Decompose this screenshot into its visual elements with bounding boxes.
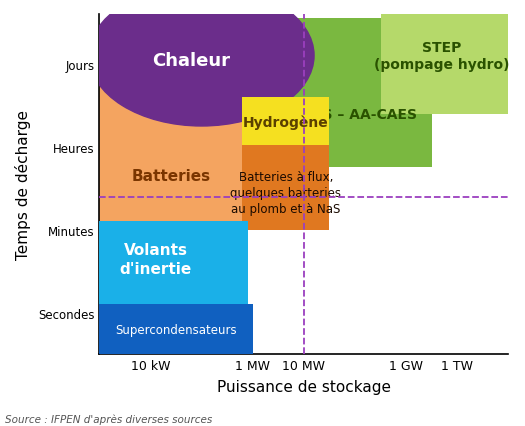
Ellipse shape: [89, 0, 314, 127]
Y-axis label: Temps de décharge: Temps de décharge: [15, 110, 31, 259]
Bar: [243, 145, 329, 230]
Text: Chaleur: Chaleur: [152, 52, 230, 69]
Text: Supercondensateurs: Supercondensateurs: [115, 323, 237, 336]
Bar: [99, 85, 309, 230]
Bar: [99, 222, 248, 313]
Text: Volants
d'inertie: Volants d'inertie: [119, 242, 192, 276]
Text: CAES – AA-CAES: CAES – AA-CAES: [292, 107, 417, 121]
Text: Batteries à flux,
quelques batteries
au plomb et à NaS: Batteries à flux, quelques batteries au …: [230, 170, 341, 216]
Bar: [243, 98, 329, 147]
Bar: [99, 305, 253, 354]
Bar: [381, 15, 508, 114]
X-axis label: Puissance de stockage: Puissance de stockage: [217, 379, 391, 394]
Text: STEP
(pompage hydro): STEP (pompage hydro): [374, 41, 510, 72]
Text: Hydrogène: Hydrogène: [243, 115, 329, 130]
Bar: [293, 19, 432, 168]
Text: Batteries: Batteries: [131, 169, 211, 184]
Text: Source : IFPEN d'après diverses sources: Source : IFPEN d'après diverses sources: [5, 413, 213, 424]
